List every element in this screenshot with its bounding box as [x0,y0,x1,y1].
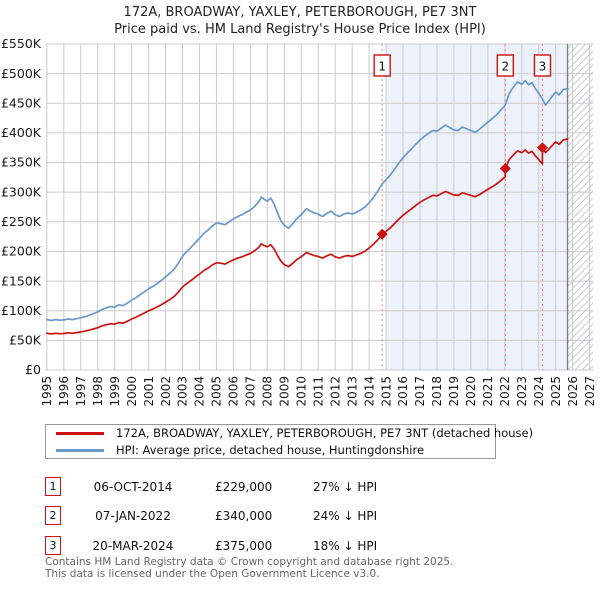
transaction-1-marker: 1 [45,477,61,496]
x-axis-tick-label: 2026 [566,376,580,407]
transaction-1-date: 06-OCT-2014 [93,480,173,494]
x-axis-tick-label: 2002 [159,376,173,407]
future-hatch-region [567,44,593,370]
y-axis-tick-label: £200K [1,244,42,259]
x-axis-tick-label: 2024 [532,376,546,407]
y-axis-tick-label: £500K [1,66,42,81]
transaction-3-price: £375,000 [215,539,273,553]
transaction-2-price: £340,000 [215,509,273,523]
transaction-3-hpi-diff: 18% ↓ HPI [313,539,378,553]
y-axis-tick-label: £100K [1,303,42,318]
sale-marker-number: 1 [378,60,386,74]
x-axis-tick-label: 2000 [125,376,139,407]
sale-marker-number: 3 [539,60,547,74]
sale-marker-box [496,54,515,77]
transaction-2-date: 07-JAN-2022 [95,509,171,523]
x-axis-tick-label: 2019 [447,376,461,407]
chart-title-address: 172A, BROADWAY, YAXLEY, PETERBOROUGH, PE… [123,5,477,20]
sale-point-diamond [536,142,548,154]
y-axis-tick-label: £350K [1,155,42,170]
sale-marker-number: 2 [501,60,509,74]
transaction-1-price: £229,000 [215,480,273,494]
legend-label-price-paid: 172A, BROADWAY, YAXLEY, PETERBOROUGH, PE… [116,426,534,440]
y-axis-tick-label: £50K [9,333,42,348]
y-axis-tick-label: £400K [1,125,42,140]
x-axis-tick-label: 2003 [176,376,190,407]
sale-marker-box [533,54,552,77]
x-axis-tick-label: 2004 [193,376,207,407]
legend-label-hpi: HPI: Average price, detached house, Hunt… [116,443,425,457]
transaction-2-hpi-diff: 24% ↓ HPI [313,509,378,523]
legend-swatch-blue-line [56,448,104,452]
x-axis-tick-label: 1996 [57,376,71,407]
x-axis-tick-label: 1999 [108,376,122,407]
x-axis-tick-label: 2013 [345,376,359,407]
transaction-3-marker: 3 [45,536,61,555]
licence-line: This data is licensed under the Open Gov… [45,568,380,580]
transaction-2-marker: 2 [45,506,61,525]
legend-swatch-red-line [56,431,104,435]
hpi-projection-shade [386,44,568,370]
y-axis-tick-label: £300K [1,184,42,199]
x-axis-tick-label: 2016 [396,376,410,407]
transaction-1-hpi-diff: 27% ↓ HPI [313,480,378,494]
x-axis-tick-label: 2014 [362,376,376,407]
y-axis-tick-label: £150K [1,273,42,288]
chart-subtitle: Price paid vs. HM Land Registry's House … [114,22,486,37]
price-history-chart: 1 2 3 £0 £50K £100K £150K £200K £250K £300K £350K £… [1,36,597,407]
x-axis-tick-label: 2001 [142,376,156,407]
transaction-3-date: 20-MAR-2024 [92,539,174,553]
x-axis-tick-label: 2008 [261,376,275,407]
y-axis-tick-label: £550K [1,36,42,51]
x-axis-tick-label: 2021 [481,376,495,407]
x-axis-tick-label: 2006 [227,376,241,407]
legend-item-price-paid: 172A, BROADWAY, YAXLEY, PETERBOROUGH, PE… [56,426,533,440]
sale-marker-box [373,54,391,77]
x-axis-tick-label: 2005 [210,376,224,407]
legend-item-hpi: HPI: Average price, detached house, Hunt… [56,443,495,457]
x-axis-tick-label: 2017 [413,376,427,407]
price-paid-line [45,138,569,335]
x-axis-tick-label: 1995 [40,376,54,407]
x-axis-tick-label: 2022 [498,376,512,407]
x-axis-tick-label: 2025 [549,376,563,407]
copyright-line: Contains HM Land Registry data © Crown c… [45,556,454,568]
x-axis-tick-label: 2023 [515,376,529,407]
x-axis-tick-label: 2012 [328,376,342,407]
transaction-row-3: 3 20-MAR-2024 £375,000 18% ↓ HPI [45,536,565,556]
x-axis-tick-label: 2020 [464,376,478,407]
transaction-row-1: 1 06-OCT-2014 £229,000 27% ↓ HPI [45,477,565,497]
x-axis-tick-label: 2027 [583,376,597,407]
x-axis-tick-label: 1997 [74,376,88,407]
x-axis-tick-label: 2009 [278,376,292,407]
x-axis-tick-label: 2010 [294,376,308,407]
sale-point-diamond [499,162,511,174]
y-axis-tick-label: £0 [25,362,41,377]
y-axis-tick-label: £450K [1,95,42,110]
x-axis-tick-label: 2007 [244,376,258,407]
x-axis-tick-label: 2018 [430,376,444,407]
sale-point-diamond [376,228,388,240]
hpi-line [45,79,569,322]
y-axis-tick-label: £250K [1,214,42,229]
x-axis-tick-label: 2015 [379,376,393,407]
transaction-row-2: 2 07-JAN-2022 £340,000 24% ↓ HPI [45,506,565,526]
x-axis-tick-label: 2011 [311,376,325,407]
x-axis-tick-label: 1998 [91,376,105,407]
chart-legend: 172A, BROADWAY, YAXLEY, PETERBOROUGH, PE… [45,424,533,459]
